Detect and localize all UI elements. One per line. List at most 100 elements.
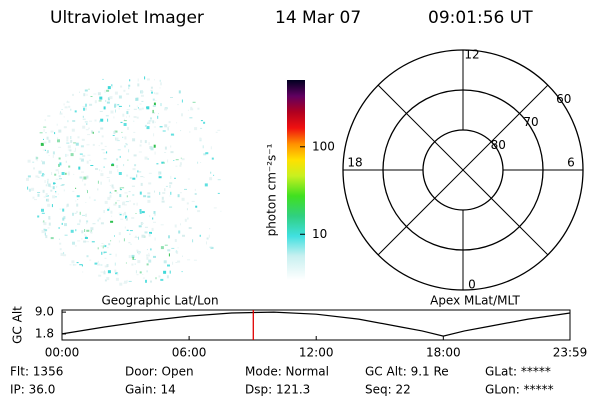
image-pixel <box>111 184 114 188</box>
image-pixel <box>50 189 53 192</box>
lat-label: 60 <box>556 92 571 106</box>
image-pixel <box>35 175 39 178</box>
image-pixel <box>82 118 86 120</box>
status-field: Seq: 22 <box>365 383 411 397</box>
image-pixel <box>59 162 62 166</box>
image-pixel <box>117 272 119 276</box>
image-pixel <box>63 126 67 129</box>
image-pixel <box>118 172 122 175</box>
image-pixel <box>81 230 84 234</box>
image-pixel <box>50 130 54 133</box>
image-pixel <box>42 149 46 151</box>
image-pixel <box>148 120 152 122</box>
image-pixel <box>108 179 110 183</box>
image-pixel <box>133 120 135 122</box>
image-pixel <box>138 225 142 228</box>
image-pixel <box>110 220 114 223</box>
image-pixel <box>162 192 166 194</box>
image-pixel <box>167 159 169 163</box>
image-pixel <box>192 101 196 103</box>
image-pixel <box>65 160 67 163</box>
image-pixel <box>67 149 70 151</box>
image-pixel <box>175 159 179 161</box>
image-pixel <box>41 160 43 162</box>
image-pixel <box>83 183 86 186</box>
image-pixel <box>71 128 75 132</box>
image-pixel <box>122 213 124 217</box>
image-pixel <box>139 191 142 195</box>
image-pixel <box>129 104 131 107</box>
image-pixel <box>210 246 214 249</box>
image-pixel <box>49 186 52 188</box>
image-pixel <box>99 120 101 123</box>
image-pixel <box>58 238 60 240</box>
image-pixel <box>199 234 201 237</box>
image-pixel <box>97 219 99 222</box>
image-pixel <box>115 272 118 275</box>
image-pixel <box>105 99 107 102</box>
image-pixel <box>194 127 198 131</box>
image-pixel <box>85 202 87 203</box>
image-pixel <box>146 263 149 266</box>
image-pixel <box>128 84 131 87</box>
image-pixel <box>85 103 87 107</box>
image-pixel <box>41 208 44 212</box>
image-pixel <box>139 210 142 214</box>
image-pixel <box>187 109 189 111</box>
image-pixel <box>179 192 182 194</box>
image-pixel <box>152 109 154 113</box>
image-pixel <box>182 255 183 257</box>
image-pixel <box>72 212 74 216</box>
image-pixel <box>125 262 127 264</box>
image-pixel <box>104 279 107 282</box>
image-pixel <box>158 275 161 278</box>
image-pixel <box>41 230 45 234</box>
image-pixel <box>124 118 125 121</box>
image-pixel <box>197 161 199 164</box>
image-pixel <box>86 175 89 179</box>
image-pixel <box>55 182 56 184</box>
image-pixel <box>63 254 67 257</box>
image-pixel <box>111 164 115 167</box>
image-pixel <box>64 106 68 109</box>
image-pixel <box>93 199 96 201</box>
lat-circle <box>422 129 504 211</box>
image-pixel <box>190 108 194 111</box>
image-pixel <box>129 230 133 232</box>
image-pixel <box>109 170 112 174</box>
image-pixel <box>176 122 178 124</box>
image-pixel <box>65 172 67 175</box>
strip-right-title: Apex MLat/MLT <box>430 294 520 308</box>
image-pixel <box>103 251 107 253</box>
image-pixel <box>146 256 149 260</box>
image-pixel <box>159 191 161 195</box>
image-pixel <box>200 127 203 129</box>
image-pixel <box>124 136 127 140</box>
image-pixel <box>28 188 31 192</box>
status-field: Dsp: 121.3 <box>245 383 310 397</box>
image-pixel <box>202 145 204 149</box>
image-pixel <box>64 234 68 236</box>
image-pixel <box>43 128 45 132</box>
image-pixel <box>42 161 45 165</box>
image-pixel <box>114 130 118 133</box>
image-pixel <box>123 238 125 242</box>
image-pixel <box>72 190 75 192</box>
status-field: Gain: 14 <box>125 383 176 397</box>
image-pixel <box>55 196 57 198</box>
image-pixel <box>75 142 79 146</box>
image-pixel <box>136 105 138 107</box>
image-pixel <box>101 251 103 255</box>
image-pixel <box>47 203 51 207</box>
image-pixel <box>176 250 179 254</box>
image-pixel <box>109 253 112 255</box>
altitude-line <box>61 311 571 337</box>
image-pixel <box>59 242 62 245</box>
image-pixel <box>108 206 110 210</box>
image-pixel <box>82 115 84 118</box>
image-pixel <box>159 126 163 128</box>
image-pixel <box>86 189 88 191</box>
image-pixel <box>150 117 152 120</box>
image-pixel <box>148 252 150 254</box>
